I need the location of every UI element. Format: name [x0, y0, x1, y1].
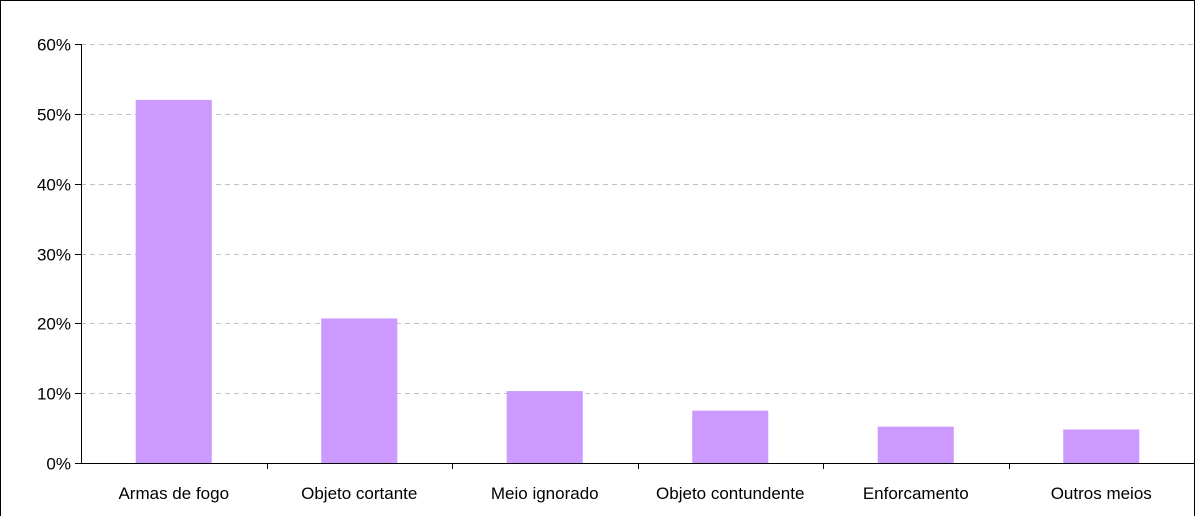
bar: [135, 99, 212, 463]
y-tick-label: 30%: [37, 246, 71, 265]
y-tick-label: 10%: [37, 385, 71, 404]
bar: [692, 410, 769, 463]
bar: [877, 426, 954, 463]
bars: [135, 99, 1140, 463]
x-axis-tick-labels: Armas de fogo Objeto cortante Meio ignorad…: [118, 484, 1151, 503]
x-tick-label: Outros meios: [1051, 484, 1152, 503]
x-tick-label: Armas de fogo: [118, 484, 229, 503]
y-tick-label: 50%: [37, 106, 71, 125]
x-tick-label: Objeto contundente: [656, 484, 804, 503]
x-tick-label: Objeto cortante: [301, 484, 417, 503]
x-tick-label: Meio ignorado: [491, 484, 599, 503]
y-tick-label: 0%: [46, 455, 71, 474]
y-axis-tick-labels: 0% 10% 20% 30% 40% 50% 60%: [37, 36, 71, 474]
y-tick-label: 60%: [37, 36, 71, 55]
gridlines: [81, 44, 1194, 394]
bar: [506, 391, 583, 463]
bar: [321, 318, 398, 463]
y-tick-label: 40%: [37, 176, 71, 195]
bar: [1063, 429, 1140, 463]
x-tick-label: Enforcamento: [863, 484, 969, 503]
axes: [75, 44, 1194, 469]
y-tick-label: 20%: [37, 315, 71, 334]
